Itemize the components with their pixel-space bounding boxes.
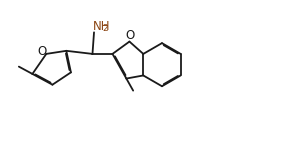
Text: O: O [126, 29, 135, 42]
Text: 2: 2 [103, 24, 108, 33]
Text: NH: NH [92, 20, 110, 33]
Text: O: O [38, 45, 47, 58]
